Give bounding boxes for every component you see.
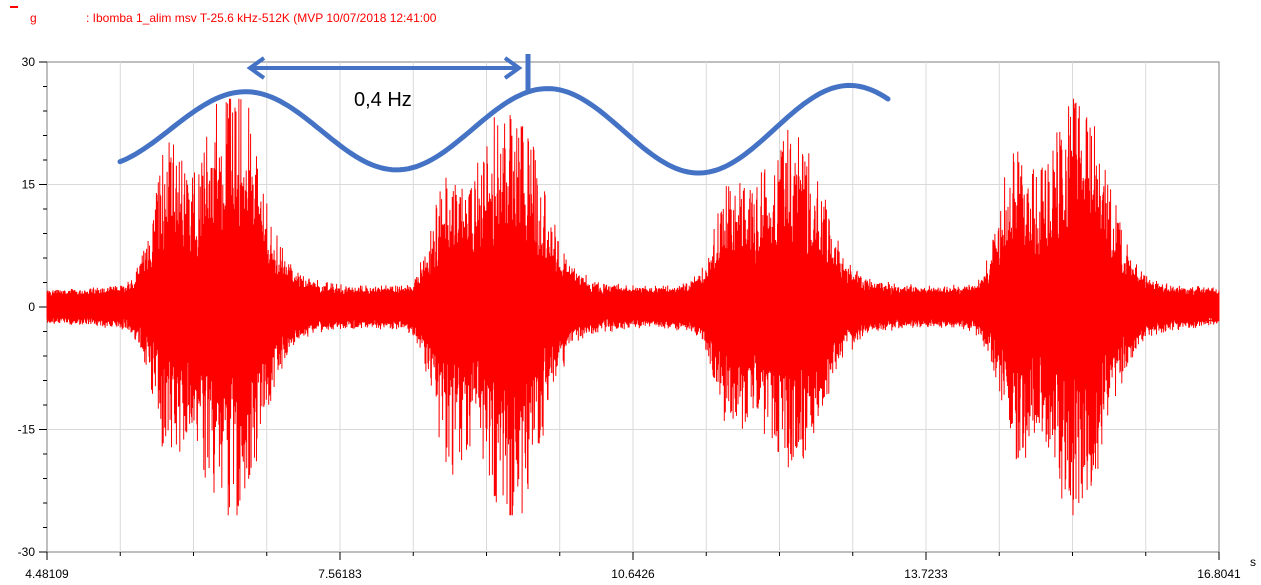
x-tick-label: 13.7233 (904, 567, 948, 581)
chart-title: : Ibomba 1_alim msv T-25.6 kHz-512K (MVP… (86, 11, 437, 25)
x-tick-label: 4.48109 (25, 567, 69, 581)
frequency-annotation-label: 0,4 Hz (354, 89, 412, 111)
y-tick-label: -30 (18, 545, 36, 559)
y-tick-label: -15 (18, 423, 36, 437)
signal-series-line (46, 98, 1220, 516)
x-tick-label: 10.6426 (611, 567, 655, 581)
y-tick-label: 15 (22, 178, 36, 192)
channel-label: g (30, 11, 37, 25)
x-tick-label: 16.8041 (1197, 567, 1241, 581)
channel-color-marker (10, 6, 18, 8)
y-tick-label: 30 (22, 55, 36, 69)
envelope-wave-annotation (117, 82, 891, 176)
x-tick-label: 7.56183 (318, 567, 362, 581)
period-arrow-right-head (503, 56, 523, 80)
x-axis-unit-label: s (1250, 555, 1256, 569)
axis-ticks (39, 61, 1220, 560)
y-tick-label: 0 (28, 300, 35, 314)
period-arrow-left-head (246, 56, 266, 80)
